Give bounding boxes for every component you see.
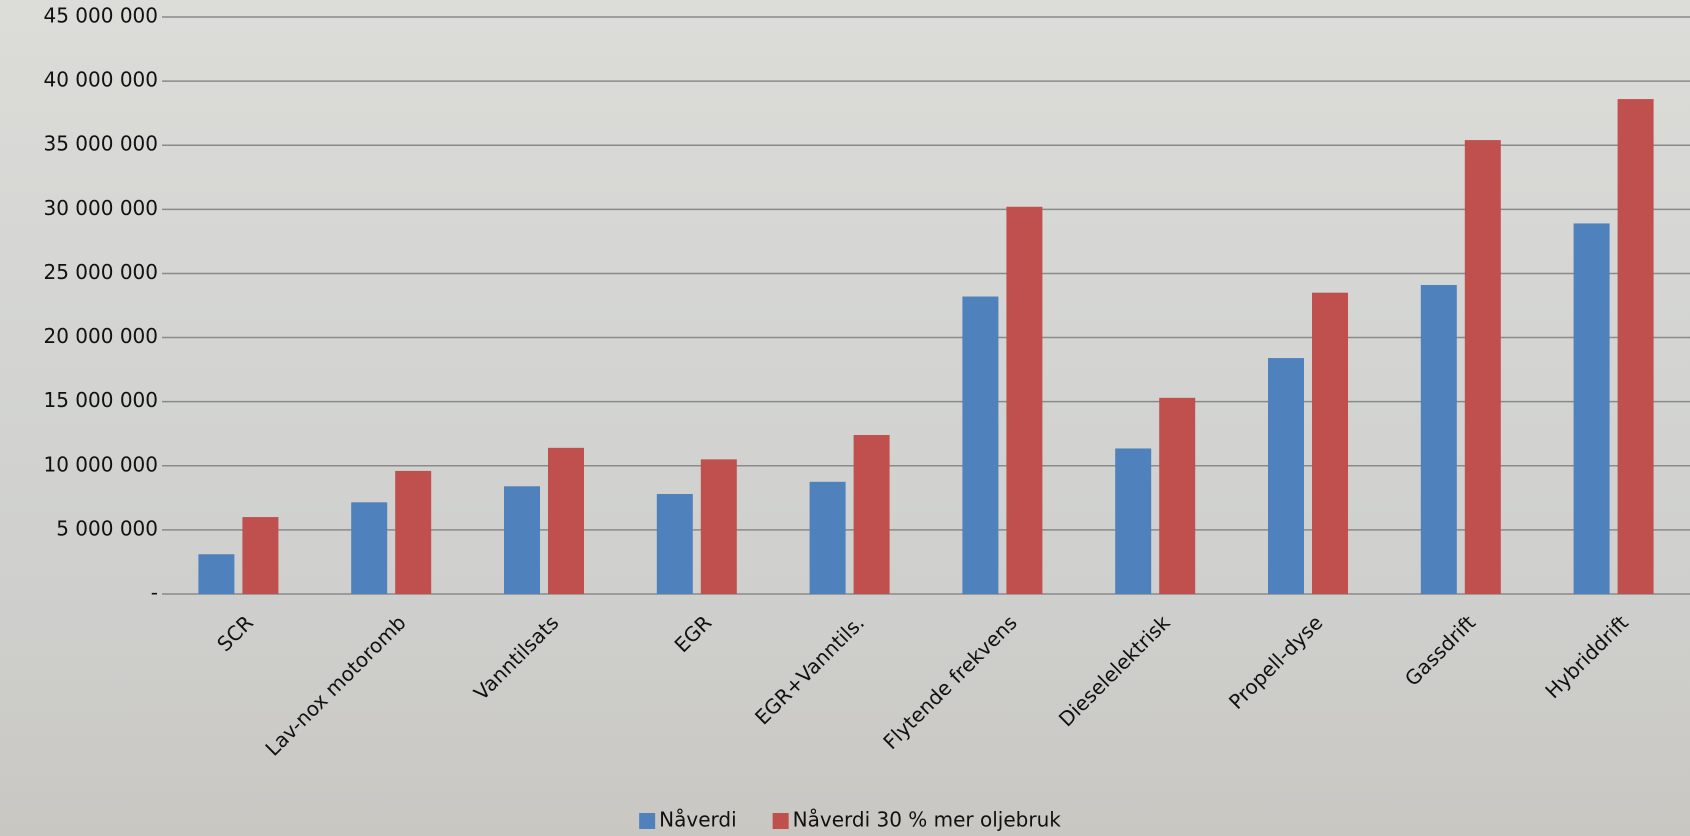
x-tick-label: Flytende frekvens [878, 610, 1022, 754]
y-tick-label: 20 000 000 [43, 324, 158, 348]
x-tick-label: Vanntilsats [469, 610, 563, 704]
bar [351, 502, 388, 594]
x-tick-label: Dieselelektrisk [1054, 610, 1175, 731]
legend-label: Nåverdi 30 % mer oljebruk [793, 808, 1062, 832]
y-tick-label: 40 000 000 [43, 68, 158, 92]
bar [242, 517, 279, 594]
x-tick-label: Gassdrift [1400, 610, 1480, 690]
bar [1006, 206, 1043, 594]
legend-swatch [639, 813, 656, 829]
x-tick-label: EGR [670, 610, 717, 657]
y-tick-label: 35 000 000 [43, 132, 158, 156]
bar [962, 296, 999, 594]
bar [656, 493, 693, 594]
bar [1115, 448, 1152, 594]
bar [1573, 223, 1610, 594]
bar [1464, 140, 1501, 595]
bar [1420, 284, 1457, 594]
x-tick-label: SCR [212, 610, 258, 656]
y-tick-label: 5 000 000 [56, 516, 158, 540]
bar [700, 459, 737, 594]
x-tick-label: Hybriddrift [1540, 610, 1633, 703]
bar [395, 470, 432, 594]
y-tick-label: 45 000 000 [43, 4, 158, 28]
x-tick-label: EGR+Vanntils. [750, 610, 869, 729]
y-tick-label: 25 000 000 [43, 260, 158, 284]
legend-swatch [772, 813, 789, 829]
bar [809, 481, 846, 594]
y-tick-label: 10 000 000 [43, 452, 158, 476]
bar [504, 486, 540, 594]
bar [198, 554, 235, 594]
y-tick-label: - [151, 581, 158, 605]
bar [1159, 397, 1196, 594]
y-tick-label: 30 000 000 [43, 196, 158, 220]
x-tick-label: Lav-nox motoromb [260, 610, 410, 760]
bar [1617, 99, 1654, 594]
legend-label: Nåverdi [659, 808, 736, 832]
x-tick-label: Propell-dyse [1224, 610, 1327, 713]
bar [1268, 358, 1304, 594]
bar [853, 435, 890, 594]
bar [1312, 292, 1348, 594]
y-tick-label: 15 000 000 [43, 388, 158, 412]
bar [548, 447, 584, 594]
